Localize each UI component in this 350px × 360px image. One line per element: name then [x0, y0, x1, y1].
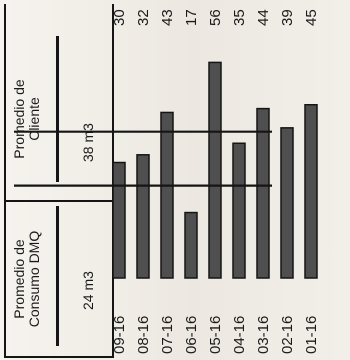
data-label-01-16: 45 [303, 9, 320, 26]
data-label-09-16: 30 [111, 9, 128, 26]
data-label-06-16: 17 [183, 9, 200, 26]
data-label-07-16: 43 [159, 9, 176, 26]
bar-06-16 [184, 211, 198, 279]
tick-label-02-16: 02-16 [279, 316, 296, 354]
tick-label-03-16: 03-16 [255, 316, 272, 354]
bar-01-16 [304, 104, 318, 279]
data-label-02-16: 39 [279, 9, 296, 26]
bar-08-16 [136, 154, 150, 279]
tick-label-07-16: 07-16 [159, 316, 176, 354]
bar-02-16 [280, 127, 294, 279]
tick-label-09-16: 09-16 [111, 316, 128, 354]
data-label-03-16: 44 [255, 9, 272, 26]
data-label-04-16: 35 [231, 9, 248, 26]
data-label-05-16: 56 [207, 9, 224, 26]
tick-label-08-16: 08-16 [135, 316, 152, 354]
tick-label-01-16: 01-16 [303, 316, 320, 354]
bar-03-16 [256, 107, 270, 279]
tick-label-04-16: 04-16 [231, 316, 248, 354]
data-label-08-16: 32 [135, 9, 152, 26]
bar-04-16 [232, 142, 246, 279]
bar-09-16 [112, 161, 126, 279]
bar-07-16 [160, 111, 174, 279]
tick-label-05-16: 05-16 [207, 316, 224, 354]
tick-label-06-16: 06-16 [183, 316, 200, 354]
bar-05-16 [208, 61, 222, 279]
